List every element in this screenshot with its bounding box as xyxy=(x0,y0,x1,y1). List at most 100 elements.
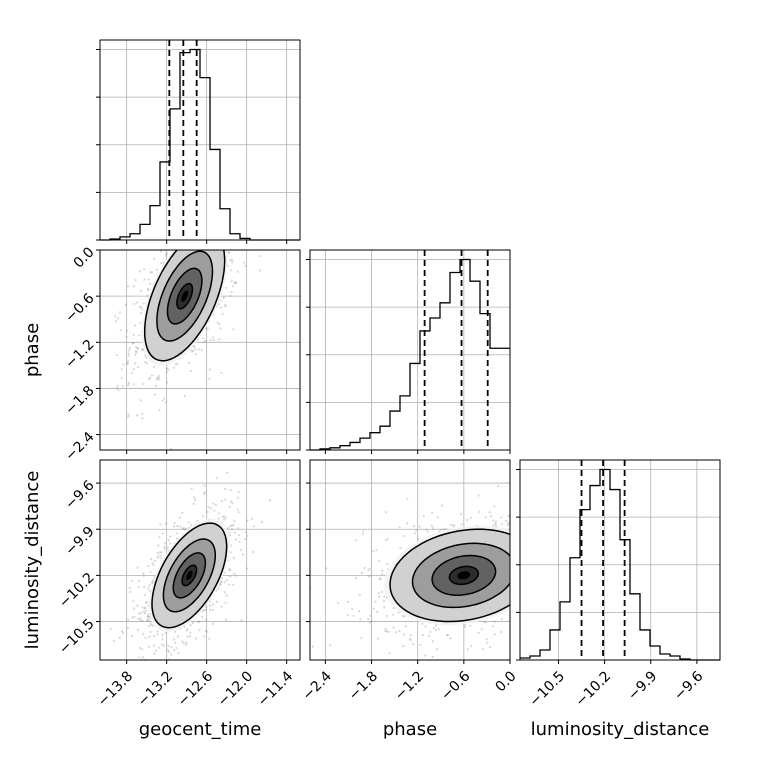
scatter-point xyxy=(151,271,154,274)
scatter-point xyxy=(144,601,147,604)
panel-frame xyxy=(99,39,301,241)
scatter-point xyxy=(189,369,192,372)
scatter-point xyxy=(228,583,231,586)
y-tick-label-luminosity_distance: −9.9 xyxy=(62,524,97,559)
scatter-point xyxy=(194,348,197,351)
scatter-point xyxy=(203,484,206,487)
scatter-point xyxy=(427,634,430,637)
panel-2d-geocent_time__luminosity_distance xyxy=(96,459,301,664)
scatter-point xyxy=(467,662,469,664)
scatter-point xyxy=(384,511,387,514)
scatter-point xyxy=(232,523,235,527)
scatter-point xyxy=(573,579,575,581)
scatter-point xyxy=(246,534,249,537)
scatter-point xyxy=(142,485,144,487)
contour-line xyxy=(151,522,228,629)
x-tick-label-luminosity_distance: −10.2 xyxy=(573,668,615,710)
scatter-point xyxy=(143,607,146,610)
scatter-point xyxy=(167,368,170,371)
scatter-point xyxy=(136,604,139,607)
scatter-point xyxy=(431,640,434,643)
scatter-point xyxy=(132,341,135,344)
scatter-point xyxy=(229,294,232,297)
y-tick-label-luminosity_distance: −9.6 xyxy=(62,477,97,512)
scatter-point xyxy=(211,227,213,229)
scatter-point xyxy=(201,242,203,244)
scatter-point xyxy=(227,211,229,213)
scatter-point xyxy=(224,488,227,491)
scatter-point xyxy=(231,502,234,505)
scatter-point xyxy=(147,287,150,290)
scatter-point xyxy=(223,591,226,594)
scatter-point xyxy=(186,235,188,237)
scatter-point xyxy=(207,241,209,243)
scatter-point xyxy=(202,337,205,340)
scatter-point xyxy=(204,629,208,632)
scatter-point xyxy=(221,177,223,179)
scatter-point xyxy=(408,638,411,641)
scatter-point xyxy=(212,502,215,505)
scatter-point xyxy=(164,631,168,635)
scatter-point xyxy=(142,268,146,271)
scatter-point xyxy=(377,595,381,599)
scatter-point xyxy=(164,254,167,257)
scatter-point xyxy=(500,516,503,519)
scatter-point xyxy=(122,363,125,366)
scatter-point xyxy=(534,547,536,549)
scatter-point xyxy=(514,535,516,537)
scatter-point xyxy=(200,348,203,351)
scatter-point xyxy=(167,650,170,654)
scatter-point xyxy=(198,243,200,245)
scatter-point xyxy=(208,186,210,188)
scatter-point xyxy=(432,526,435,530)
scatter-point xyxy=(593,548,595,550)
scatter-point xyxy=(158,551,161,554)
scatter-point xyxy=(534,617,536,619)
scatter-point xyxy=(199,230,201,232)
contour-line xyxy=(162,538,217,613)
scatter-point xyxy=(211,609,214,612)
scatter-point xyxy=(139,611,143,615)
scatter-point xyxy=(160,551,163,554)
scatter-point xyxy=(153,635,156,638)
scatter-point xyxy=(159,554,162,557)
scatter-point xyxy=(252,525,255,528)
scatter-point xyxy=(537,589,539,591)
scatter-point xyxy=(466,519,469,522)
scatter-point xyxy=(606,521,608,523)
scatter-point xyxy=(440,504,443,507)
x-tick-label-luminosity_distance: −9.9 xyxy=(625,668,660,703)
scatter-point xyxy=(224,305,227,308)
scatter-point xyxy=(230,291,233,294)
y-tick-label-phase: −0.6 xyxy=(62,290,97,325)
scatter-point xyxy=(238,534,241,537)
scatter-point xyxy=(221,312,224,315)
scatter-point xyxy=(213,225,215,227)
scatter-point xyxy=(180,206,182,208)
scatter-point xyxy=(430,524,433,527)
scatter-point xyxy=(136,566,139,569)
scatter-point xyxy=(189,237,191,239)
scatter-point xyxy=(543,548,545,550)
scatter-point xyxy=(151,562,154,565)
scatter-point xyxy=(162,644,165,647)
scatter-point xyxy=(144,361,147,364)
scatter-point xyxy=(175,647,178,650)
scatter-point xyxy=(234,282,238,285)
scatter-point xyxy=(237,490,240,493)
scatter-point xyxy=(233,531,237,534)
scatter-point xyxy=(230,258,233,261)
scatter-point xyxy=(554,519,556,521)
scatter-point xyxy=(531,535,533,537)
scatter-point xyxy=(220,580,223,583)
scatter-point xyxy=(436,516,439,519)
density-level xyxy=(181,290,189,302)
scatter-point xyxy=(436,648,439,651)
scatter-point xyxy=(228,568,231,571)
scatter-point xyxy=(161,399,164,402)
scatter-point xyxy=(226,221,228,223)
scatter-point xyxy=(516,530,518,532)
scatter-point xyxy=(203,341,206,344)
scatter-point xyxy=(125,329,128,332)
scatter-point xyxy=(170,646,173,649)
